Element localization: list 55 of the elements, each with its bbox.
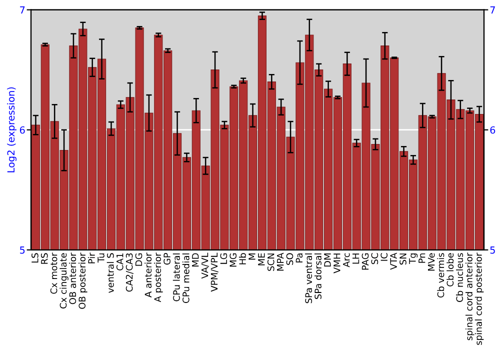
y-tick-label: 6 — [20, 126, 25, 134]
x-tick-label: Cb nucleus — [456, 253, 464, 302]
x-tick-label: ventral S — [106, 253, 114, 293]
x-tick-label: Cx cingulate — [60, 253, 68, 308]
x-tick-label: SCN — [267, 254, 274, 271]
x-tick-label: Cb vermis — [437, 253, 444, 298]
y-tick-label: 7 — [20, 6, 25, 14]
x-tick-label: DM — [324, 254, 331, 267]
x-tick-label: SPa dorsal — [314, 254, 322, 299]
x-tick-label: IC — [380, 253, 388, 261]
x-tick-label: CPu lateral — [172, 254, 180, 302]
x-tick-label: LG — [220, 253, 228, 264]
x-tick-label: Cb lobe — [446, 253, 454, 286]
x-tick-label: VPM/VPL — [210, 252, 218, 292]
x-tick-label: Tu — [98, 253, 104, 263]
x-tick-label: RS — [40, 253, 48, 264]
x-tick-label: VMH — [334, 254, 340, 274]
x-tick-label: spinal cord posterior — [474, 252, 484, 345]
x-tick-label: ME — [258, 253, 265, 266]
x-tick-label: M — [248, 254, 256, 260]
x-tick-label: SPa ventral — [305, 254, 312, 304]
x-tick-label: CA1 — [116, 254, 124, 270]
x-tick-label: Pn — [418, 253, 426, 263]
x-tick-label: OB anterior — [69, 252, 76, 304]
x-tick-label: Arc — [343, 253, 350, 268]
y-tick-label: 5 — [20, 246, 25, 254]
x-tick-label: Pa — [296, 253, 303, 262]
x-tick-label: SO — [286, 253, 294, 265]
x-tick-label: GP — [164, 252, 170, 265]
x-tick-label: Cx motor — [50, 252, 58, 294]
x-tick-label: MG — [230, 253, 237, 267]
x-tick-label: CPu medial — [182, 254, 190, 303]
x-tick-label: MD — [192, 253, 199, 267]
x-tick-label: MVe — [428, 253, 435, 271]
x-tick-label: Hb — [238, 253, 246, 264]
x-tick-label: MPA — [277, 252, 284, 271]
x-tick-label: Pir — [88, 252, 95, 264]
y2-tick-label: 7 — [490, 6, 495, 14]
x-tick-label: SN — [400, 254, 406, 265]
x-tick-label: LH — [352, 254, 360, 264]
x-tick-label: VA/VL — [202, 252, 209, 279]
y-axis-title: Log2 (expression) — [7, 87, 16, 172]
y2-tick-label: 5 — [490, 246, 495, 254]
x-tick-label: CA2/CA3 — [126, 253, 134, 292]
x-tick-label: VTA — [390, 252, 397, 270]
x-tick-label: PAG — [362, 253, 369, 270]
x-tick-label: DG — [135, 253, 142, 266]
x-tick-label: OB posterior — [78, 252, 88, 309]
x-tick-label: spinal cord anterior — [465, 252, 474, 340]
x-tick-label: LS — [32, 253, 38, 263]
x-tick-label: A anterior — [144, 252, 152, 298]
x-tick-label: A posterior — [154, 252, 163, 302]
x-tick-label: SC — [371, 253, 378, 264]
x-tick-label: Tg — [409, 254, 418, 264]
y2-tick-label: 6 — [490, 126, 496, 134]
